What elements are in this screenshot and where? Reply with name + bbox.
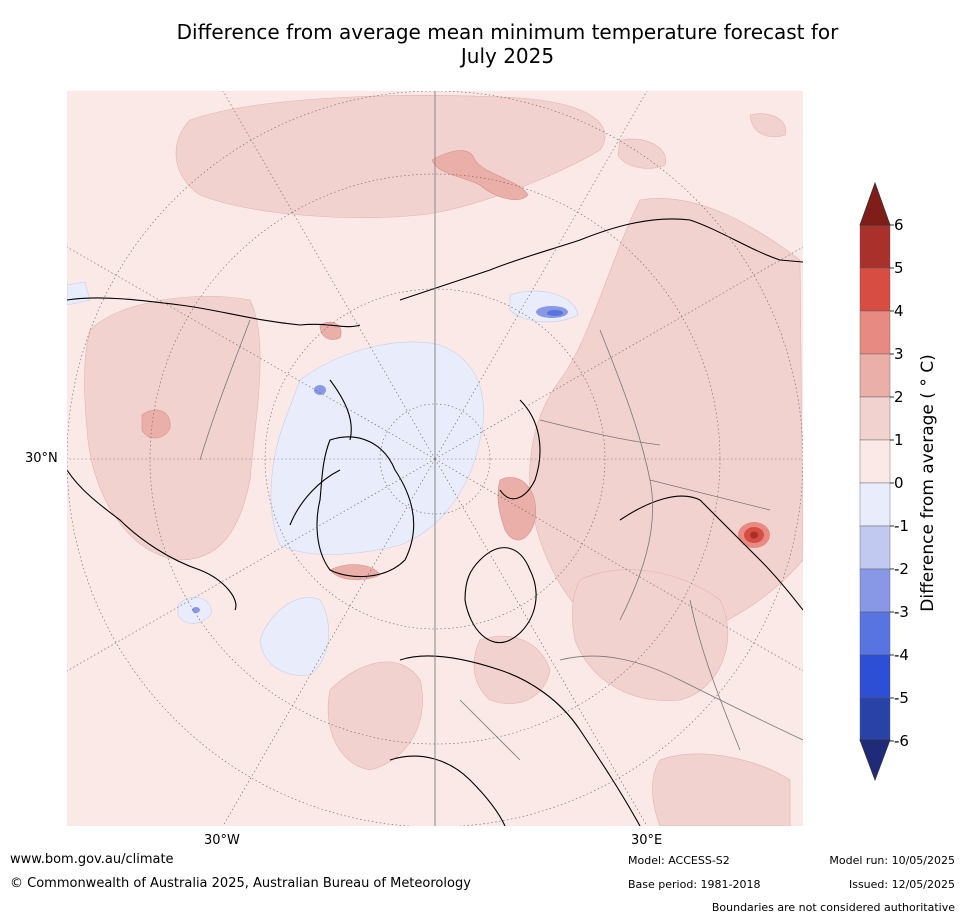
colorbar-tick-label: 2 <box>894 388 904 406</box>
colorbar-tick-label: -6 <box>894 732 909 750</box>
colorbar-tick-label: -4 <box>894 646 909 664</box>
anomaly-cold-spot <box>192 306 568 613</box>
colorbar-band <box>859 525 891 570</box>
colorbar-band <box>859 396 891 441</box>
colorbar-band <box>859 310 891 355</box>
anomaly-1-2-region <box>84 95 803 826</box>
colorbar-tick-label: 5 <box>894 259 904 277</box>
title-line-1: Difference from average mean minimum tem… <box>176 20 839 44</box>
colorbar-band <box>859 439 891 484</box>
colorbar-tick-label: 0 <box>894 474 904 492</box>
colorbar-band <box>859 611 891 656</box>
model-run-text: Model run: 10/05/2025 <box>829 854 955 867</box>
colorbar-band <box>859 697 891 742</box>
title-line-2: July 2025 <box>460 44 555 68</box>
colorbar-tick-label: 3 <box>894 345 904 363</box>
model-text: Model: ACCESS-S2 <box>628 854 730 867</box>
country-boundaries <box>199 319 803 761</box>
colorbar-ticks: 6 5 4 3 2 1 0 -1 -2 -3 -4 -5 -6 <box>890 216 909 750</box>
lat-label-30n: 30°N <box>25 451 58 466</box>
colorbar-band <box>859 353 891 398</box>
base-period-text: Base period: 1981-2018 <box>628 878 761 891</box>
issued-text: Issued: 12/05/2025 <box>848 878 955 891</box>
colorbar-band <box>859 568 891 613</box>
colorbar-under-arrow <box>859 739 891 782</box>
colorbar-band <box>859 482 891 527</box>
colorbar-tick-label: -5 <box>894 689 909 707</box>
coastlines <box>67 218 803 826</box>
lon-label-30w: 30°W <box>204 833 240 848</box>
colorbar-label: Difference from average ( ° C) <box>918 354 938 612</box>
colorbar-band <box>859 267 891 312</box>
colorbar-over-arrow <box>859 181 891 226</box>
map-title: Difference from average mean minimum tem… <box>100 20 915 68</box>
copyright-text: © Commonwealth of Australia 2025, Austra… <box>10 876 471 891</box>
colorbar-tick-label: 4 <box>894 302 904 320</box>
colorbar: 6 5 4 3 2 1 0 -1 -2 -3 -4 -5 -6 <box>859 181 909 782</box>
website-text: www.bom.gov.au/climate <box>10 852 174 867</box>
colorbar-bands <box>859 224 891 742</box>
colorbar-band <box>859 654 891 699</box>
colorbar-tick-label: -3 <box>894 603 909 621</box>
colorbar-tick-label: 6 <box>894 216 904 234</box>
colorbar-tick-label: 1 <box>894 431 904 449</box>
lon-label-30e: 30°E <box>631 833 663 848</box>
colorbar-band <box>859 224 891 269</box>
colorbar-tick-label: -2 <box>894 560 909 578</box>
disclaimer-text: Boundaries are not considered authoritat… <box>711 901 955 914</box>
colorbar-tick-label: -1 <box>894 517 909 535</box>
